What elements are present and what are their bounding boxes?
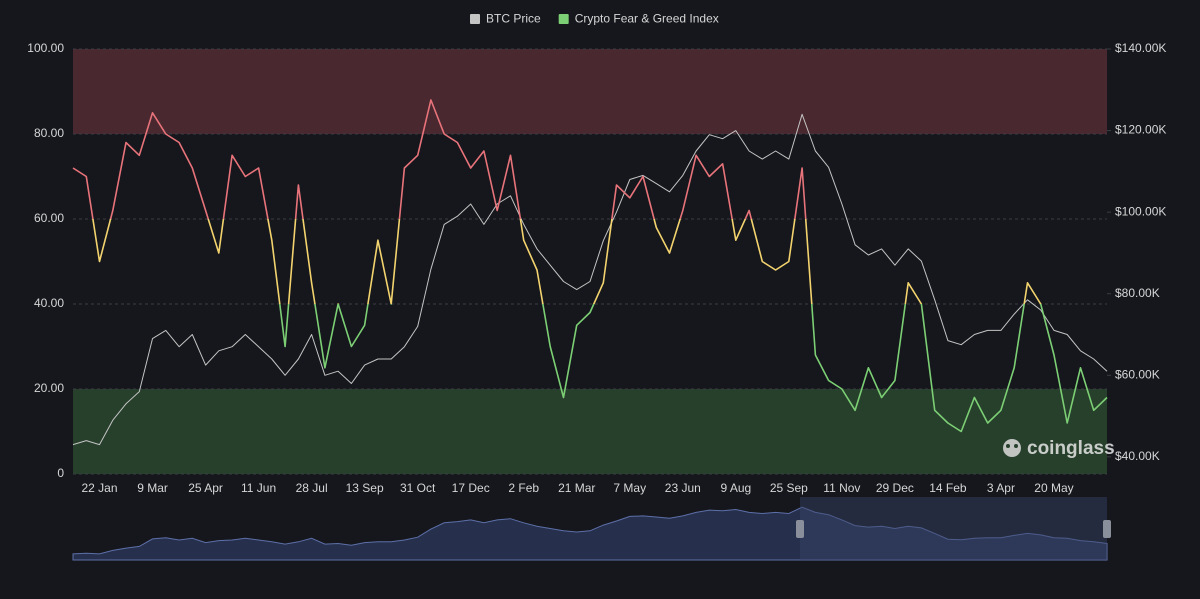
x-tick-label: 13 Sep [346, 481, 384, 495]
x-tick-label: 29 Dec [876, 481, 914, 495]
watermark-icon [1003, 439, 1021, 457]
y2-tick-label: $80.00K [1115, 286, 1160, 300]
band [73, 389, 1107, 474]
lines [72, 99, 1108, 446]
x-tick-label: 11 Jun [241, 481, 276, 495]
x-tick-label: 25 Apr [188, 481, 223, 495]
series-line [72, 99, 1108, 433]
y-tick-label: 100.00 [27, 41, 64, 55]
x-tick-label: 31 Oct [400, 481, 436, 495]
x-tick-label: 21 Mar [558, 481, 595, 495]
x-tick-label: 11 Nov [823, 481, 860, 495]
y2-tick-label: $60.00K [1115, 367, 1160, 381]
x-tick-label: 17 Dec [452, 481, 490, 495]
x-tick-label: 7 May [613, 481, 646, 495]
watermark-icon [1014, 444, 1018, 448]
x-tick-label: 3 Apr [987, 481, 1015, 495]
x-tick-label: 2 Feb [508, 481, 539, 495]
x-tick-label: 25 Sep [770, 481, 808, 495]
y-tick-label: 80.00 [34, 126, 64, 140]
x-tick-label: 28 Jul [296, 481, 328, 495]
y-tick-label: 40.00 [34, 296, 64, 310]
x-tick-label: 20 May [1034, 481, 1073, 495]
x-tick-label: 23 Jun [665, 481, 701, 495]
y-tick-label: 20.00 [34, 381, 64, 395]
legend-item[interactable]: BTC Price [470, 12, 541, 26]
x-tick-label: 9 Aug [720, 481, 751, 495]
navigator-handle[interactable] [1103, 520, 1111, 538]
x-tick-label: 14 Feb [929, 481, 967, 495]
y2-tick-label: $100.00K [1115, 204, 1166, 218]
legend-item[interactable]: Crypto Fear & Greed Index [558, 12, 719, 26]
legend-swatch[interactable] [558, 14, 569, 24]
series-line [72, 113, 1108, 446]
legend-swatch[interactable] [470, 14, 480, 24]
y-tick-label: 60.00 [34, 211, 64, 225]
grid [73, 48, 1107, 475]
y2-tick-label: $120.00K [1115, 123, 1166, 137]
watermark-text: coinglass [1027, 438, 1115, 459]
bands [73, 49, 1107, 474]
navigator-area [72, 506, 1108, 561]
legend-label[interactable]: BTC Price [486, 12, 541, 26]
x-tick-label: 22 Jan [81, 481, 117, 495]
navigator-selection[interactable] [800, 497, 1107, 560]
y2-tick-label: $40.00K [1115, 449, 1160, 463]
x-tick-label: 9 Mar [137, 481, 168, 495]
navigator-handle[interactable] [796, 520, 804, 538]
watermark-icon [1006, 444, 1010, 448]
y2-tick-label: $140.00K [1115, 41, 1166, 55]
watermark: coinglass [1003, 438, 1115, 459]
y-tick-label: 0 [57, 466, 64, 480]
axes: 0 20.00 40.00 60.00 80.00 100.00 $40.00K $60.00… [27, 41, 1166, 495]
legend: BTC Price Crypto Fear & Greed Index [470, 12, 719, 26]
navigator [72, 497, 1111, 561]
band [73, 49, 1107, 134]
legend-label[interactable]: Crypto Fear & Greed Index [575, 12, 719, 26]
